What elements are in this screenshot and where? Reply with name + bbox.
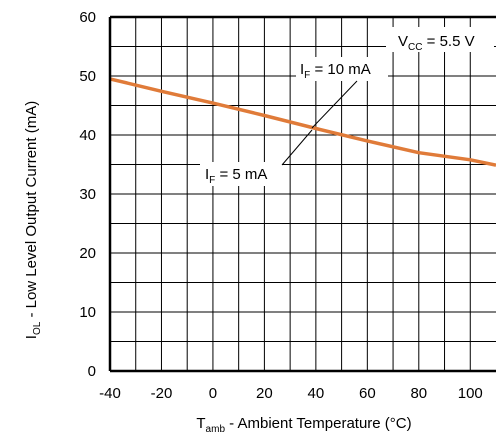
if5-label-box <box>200 162 282 186</box>
y-tick-label: 30 <box>79 186 96 203</box>
x-tick-label: 100 <box>458 385 483 402</box>
y-axis-label: IOL - Low Level Output Current (mA) <box>23 101 43 339</box>
x-tick-label: 40 <box>308 385 325 402</box>
x-tick-label: 80 <box>410 385 427 402</box>
x-axis-label: Tamb - Ambient Temperature (°C) <box>196 415 411 435</box>
if10-label-box <box>296 57 388 81</box>
series-group <box>109 77 496 167</box>
if10-annotation: IF = 10 mA <box>300 61 371 81</box>
x-tick-label: 0 <box>209 385 217 402</box>
y-tick-label: 50 <box>79 68 96 85</box>
if5-leader-line <box>281 129 313 166</box>
y-tick-label: 10 <box>79 304 96 321</box>
y-tick-label: 60 <box>79 9 96 26</box>
x-tick-labels: -40 -20 0 20 40 60 80 100 <box>99 385 483 402</box>
series-line <box>109 77 496 167</box>
y-tick-label: 0 <box>88 363 96 380</box>
x-tick-label: -20 <box>151 385 173 402</box>
y-tick-label: 20 <box>79 245 96 262</box>
vcc-annotation: VCC = 5.5 V <box>398 33 475 53</box>
if5-annotation: IF = 5 mA <box>205 166 267 186</box>
x-tick-label: -40 <box>99 385 121 402</box>
y-tick-label: 40 <box>79 127 96 144</box>
y-tick-labels: 0 10 20 30 40 50 60 <box>79 9 96 380</box>
annotations: VCC = 5.5 V IF = 10 mA IF = 5 mA <box>200 27 494 186</box>
x-tick-label: 20 <box>256 385 273 402</box>
plot-frame <box>108 15 496 373</box>
if10-leader-line <box>311 80 358 129</box>
x-tick-label: 60 <box>359 385 376 402</box>
vcc-label-box <box>386 27 494 52</box>
